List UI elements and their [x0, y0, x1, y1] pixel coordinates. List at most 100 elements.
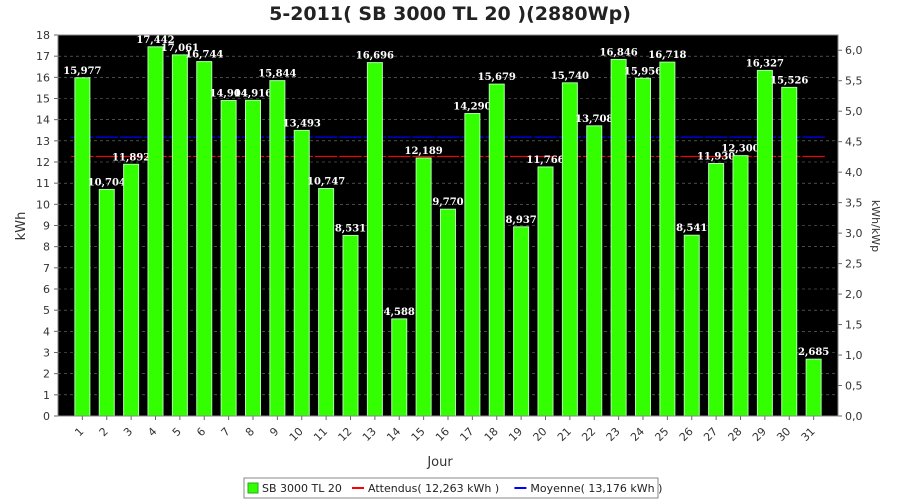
data-label: 8,541	[676, 223, 707, 234]
y-tick-label: 5	[43, 304, 50, 317]
plot-area: 01234567891011121314151617180,00,51,01,5…	[36, 29, 863, 444]
data-label: 10,704	[88, 177, 126, 188]
x-tick-label: 16	[433, 425, 452, 444]
y2-axis-label: kWh/kWp	[869, 200, 882, 252]
x-tick-label: 8	[243, 425, 257, 439]
x-tick-label: 31	[799, 425, 818, 444]
bar	[805, 358, 822, 417]
x-tick-label: 18	[482, 425, 501, 444]
x-tick-label: 14	[384, 425, 403, 444]
bar	[659, 61, 676, 417]
bar	[74, 77, 91, 417]
bar	[610, 58, 627, 417]
bar	[537, 166, 554, 417]
x-tick-label: 26	[677, 425, 696, 444]
bar	[293, 129, 310, 417]
x-tick-label: 19	[506, 425, 525, 444]
x-tick-label: 15	[409, 425, 428, 444]
bar	[683, 234, 700, 417]
x-tick-label: 5	[170, 425, 184, 439]
x-tick-label: 22	[579, 425, 598, 444]
x-tick-label: 10	[287, 425, 306, 444]
bar	[98, 188, 115, 417]
data-label: 15,679	[478, 72, 516, 83]
data-label: 12,300	[721, 144, 759, 155]
y-tick-label: 10	[36, 198, 50, 211]
bar	[586, 125, 603, 417]
legend-box	[243, 477, 659, 499]
legend-entry: Attendus( 12,263 kWh )	[368, 482, 499, 495]
bar	[269, 80, 286, 417]
bar	[318, 188, 335, 417]
legend-swatch	[247, 482, 259, 494]
data-label: 16,744	[185, 50, 223, 61]
data-label: 14,290	[453, 102, 491, 113]
data-label: 8,937	[505, 215, 536, 226]
data-label: 13,708	[575, 114, 613, 125]
bar	[391, 318, 408, 417]
data-label: 16,846	[599, 47, 637, 58]
data-label: 10,747	[307, 177, 345, 188]
bar	[342, 234, 359, 417]
bar	[147, 46, 164, 417]
legend-entry: SB 3000 TL 20	[262, 482, 342, 495]
y-tick-label: 12	[36, 156, 50, 169]
bar	[440, 208, 456, 417]
x-tick-label: 25	[652, 425, 671, 444]
x-tick-label: 23	[604, 425, 623, 444]
x-tick-label: 21	[555, 425, 574, 444]
y2-tick-label: 1,5	[845, 319, 863, 332]
x-tick-label: 24	[628, 425, 647, 444]
x-tick-label: 20	[531, 425, 550, 444]
bar	[464, 113, 481, 417]
data-label: 16,327	[746, 58, 784, 69]
data-label: 16,696	[356, 51, 394, 62]
bar	[708, 162, 725, 417]
data-label: 13,493	[283, 118, 321, 129]
y-tick-label: 7	[43, 262, 50, 275]
y2-tick-label: 4,5	[845, 136, 863, 149]
data-label: 12,189	[404, 146, 442, 157]
data-label: 15,977	[63, 66, 101, 77]
x-tick-label: 3	[121, 425, 135, 439]
y2-tick-label: 5,0	[845, 105, 863, 118]
data-label: 11,892	[112, 152, 150, 163]
x-tick-label: 17	[457, 425, 476, 444]
data-label: 9,770	[432, 197, 463, 208]
x-tick-label: 6	[194, 425, 208, 439]
y2-tick-label: 6,0	[845, 44, 863, 57]
bar	[635, 77, 651, 417]
y2-tick-label: 1,0	[845, 349, 863, 362]
y2-tick-label: 2,5	[845, 258, 863, 271]
x-tick-label: 30	[774, 425, 793, 444]
data-label: 8,531	[335, 223, 366, 234]
y2-tick-label: 0,5	[845, 380, 863, 393]
x-tick-label: 12	[336, 425, 355, 444]
bar	[781, 86, 798, 417]
y-tick-label: 1	[43, 389, 50, 402]
bar	[756, 69, 773, 417]
x-tick-label: 29	[750, 425, 769, 444]
y-axis-label: kWh	[14, 212, 29, 241]
data-label: 14,916	[234, 88, 272, 99]
data-label: 14,904	[209, 89, 247, 100]
x-tick-label: 27	[701, 425, 720, 444]
bar	[196, 61, 213, 417]
y-tick-label: 13	[36, 135, 50, 148]
x-tick-label: 28	[726, 425, 745, 444]
bar	[561, 82, 578, 417]
x-tick-label: 1	[72, 425, 86, 439]
y-tick-label: 17	[36, 50, 50, 63]
y-tick-label: 14	[36, 114, 50, 127]
y-tick-label: 15	[36, 93, 50, 106]
y-tick-label: 9	[43, 220, 50, 233]
y-tick-label: 18	[36, 29, 50, 42]
bar	[220, 100, 237, 417]
y-tick-label: 2	[43, 368, 50, 381]
y-tick-label: 6	[43, 283, 50, 296]
bar	[171, 54, 188, 417]
y2-tick-label: 0,0	[845, 410, 863, 423]
y2-tick-label: 3,5	[845, 197, 863, 210]
data-label: 17,061	[161, 43, 199, 54]
bar	[366, 62, 383, 417]
